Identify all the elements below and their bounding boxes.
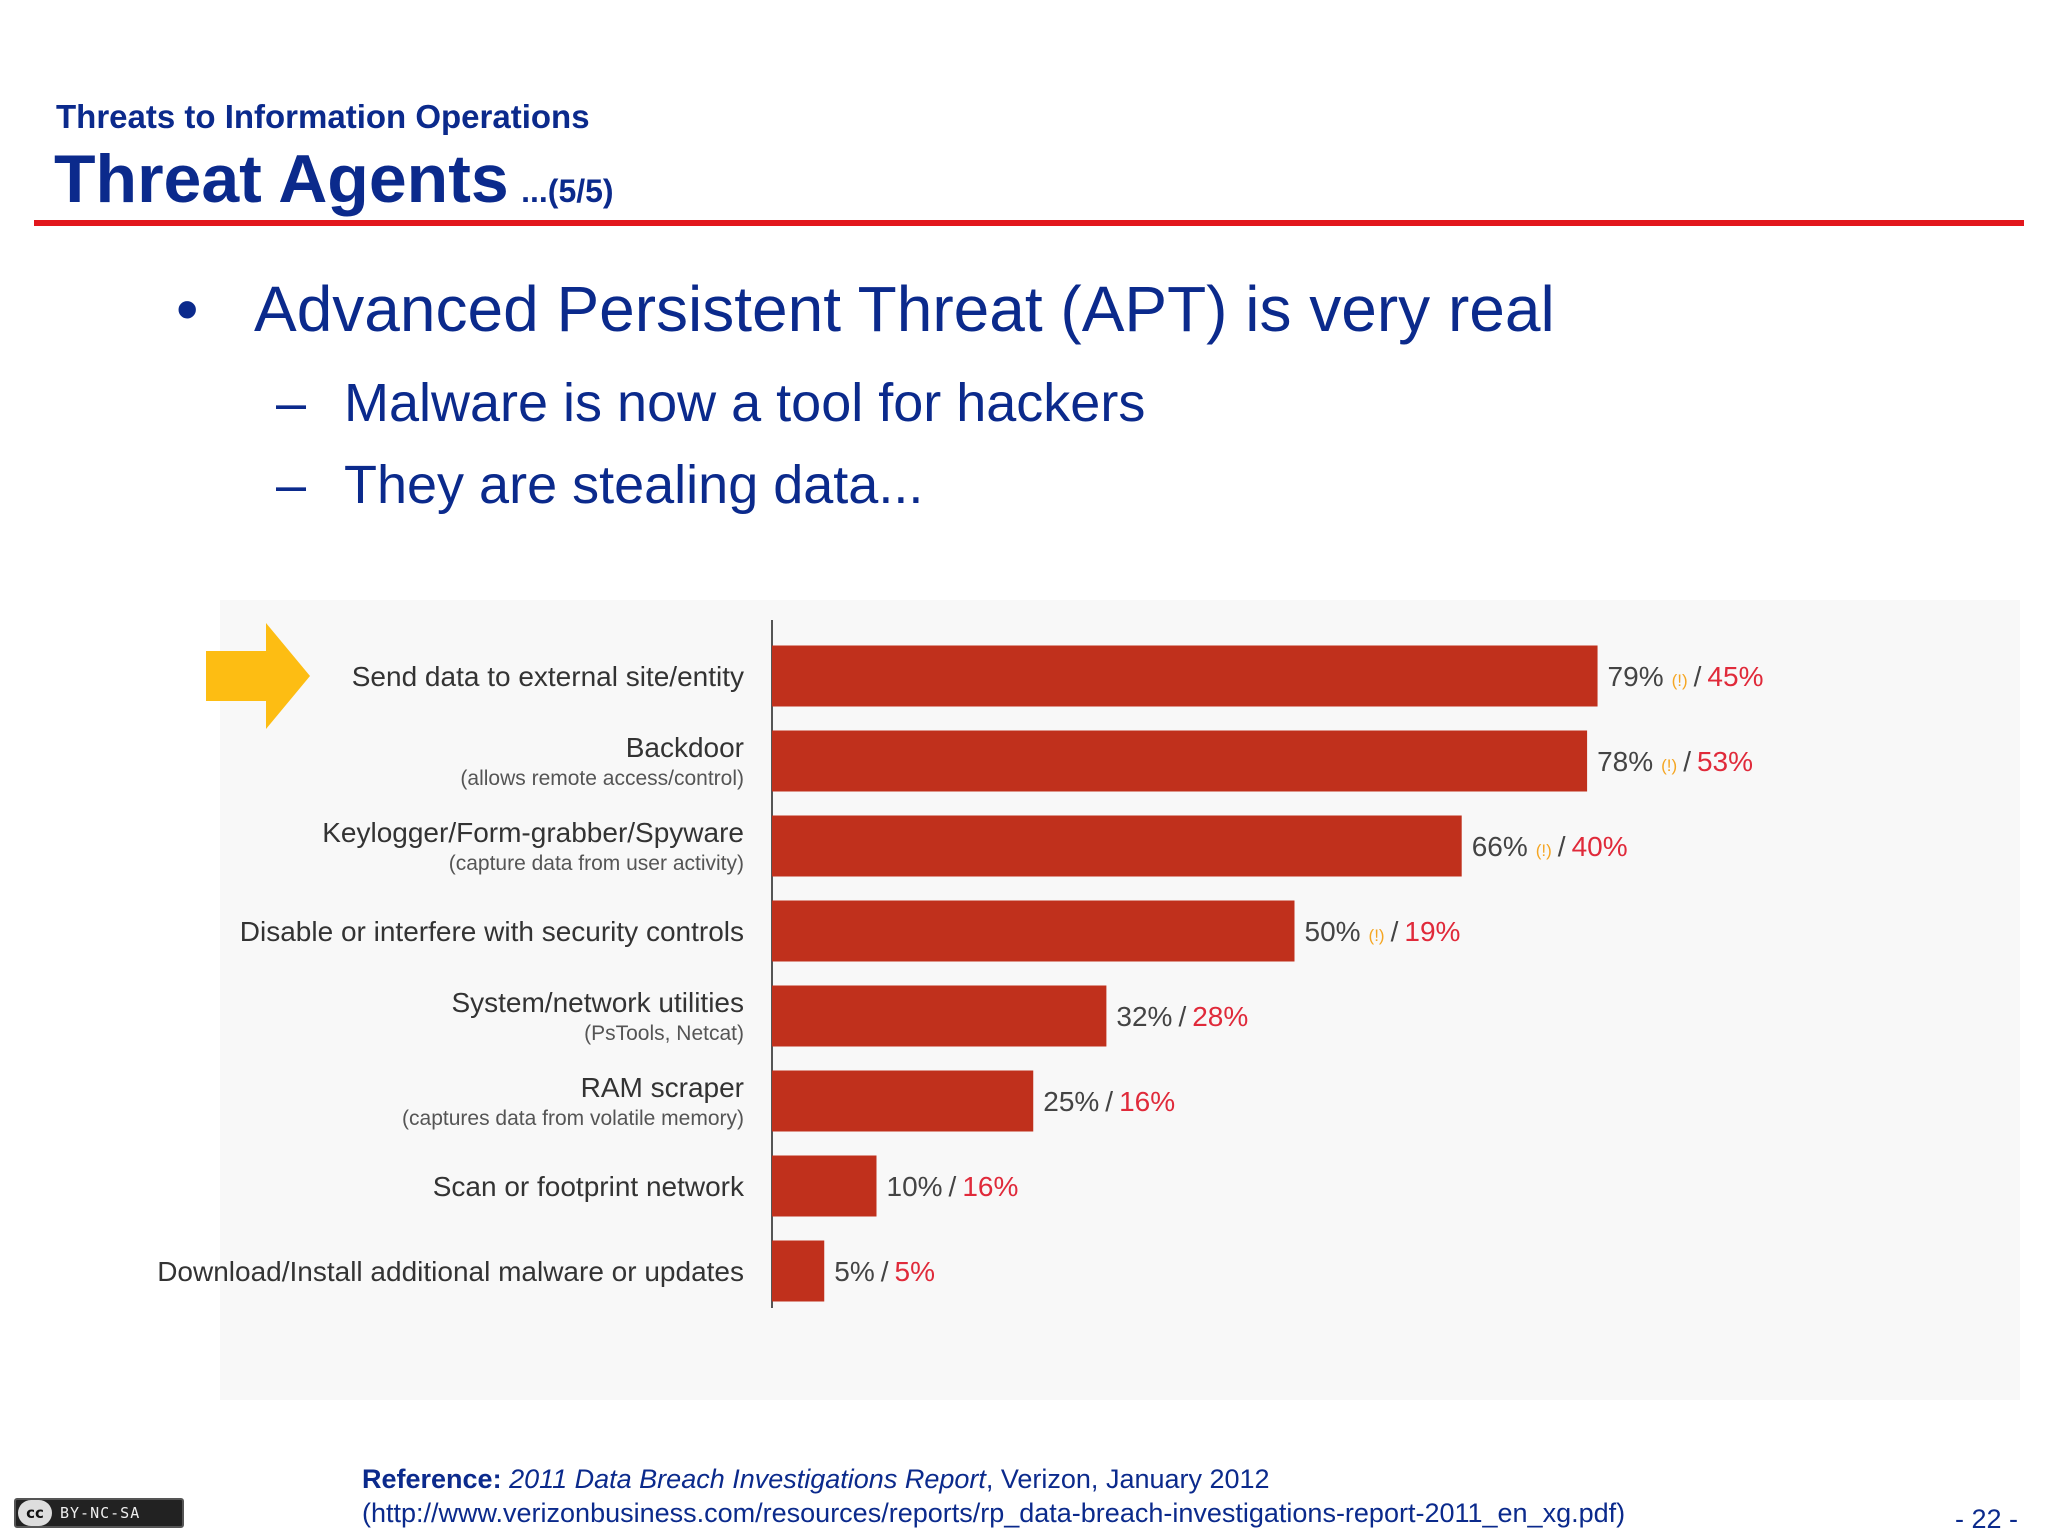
value-separator: /: [1683, 746, 1691, 777]
primary-value: 78%: [1597, 746, 1653, 777]
value-separator: /: [1558, 831, 1566, 862]
bullet-text: Advanced Persistent Threat (APT) is very…: [254, 273, 1555, 345]
slide-supertitle: Threats to Information Operations: [56, 98, 590, 135]
flag-marker: (!): [1672, 671, 1688, 690]
bar-value-label: 25%/16%: [1043, 1086, 1175, 1117]
bullet-marker: •: [176, 273, 199, 345]
footer-reference: Reference: 2011 Data Breach Investigatio…: [362, 1462, 1625, 1530]
chart-bar: [772, 815, 1462, 877]
category-note: (PsTools, Netcat): [584, 1022, 744, 1045]
secondary-value: 5%: [895, 1256, 935, 1287]
slide-title-suffix: ...(5/5): [521, 173, 614, 209]
reference-line: Reference: 2011 Data Breach Investigatio…: [362, 1462, 1625, 1496]
reference-title: 2011 Data Breach Investigations Report: [509, 1464, 986, 1494]
secondary-value: 19%: [1404, 916, 1460, 947]
primary-value: 25%: [1043, 1086, 1099, 1117]
primary-value: 79%: [1608, 661, 1664, 692]
value-separator: /: [949, 1171, 957, 1202]
page-number: - 22 -: [1954, 1504, 2018, 1534]
category-label: RAM scraper: [581, 1072, 744, 1103]
primary-value: 50%: [1305, 916, 1361, 947]
subbullet-text: Malware is now a tool for hackers: [344, 373, 1146, 433]
category-label: Download/Install additional malware or u…: [157, 1256, 744, 1287]
subbullet: – Malware is now a tool for hackers: [276, 372, 1145, 434]
flag-marker: (!): [1536, 841, 1552, 860]
reference-label: Reference:: [362, 1464, 502, 1494]
license-badge: cc BY-NC-SA: [14, 1498, 184, 1528]
reference-url: (http://www.verizonbusiness.com/resource…: [362, 1498, 1626, 1528]
chart-bar: [772, 730, 1588, 792]
chart-bar: [772, 1155, 877, 1217]
bar-value-label: 78% (!) /53%: [1597, 746, 1753, 777]
category-note: (allows remote access/control): [460, 767, 744, 790]
chart-bar: [772, 900, 1295, 962]
secondary-value: 16%: [962, 1171, 1018, 1202]
flag-marker: (!): [1661, 756, 1677, 775]
slide-title: Threat Agents: [54, 141, 509, 217]
value-separator: /: [1694, 661, 1702, 692]
cc-icon: cc: [18, 1500, 52, 1526]
category-label: Disable or interfere with security contr…: [240, 916, 744, 947]
category-label: Send data to external site/entity: [352, 661, 744, 692]
category-note: (captures data from volatile memory): [402, 1107, 744, 1130]
title-divider: [34, 220, 2024, 226]
primary-value: 66%: [1472, 831, 1528, 862]
category-note: (capture data from user activity): [449, 852, 744, 875]
secondary-value: 28%: [1192, 1001, 1248, 1032]
bar-value-label: 66% (!) /40%: [1472, 831, 1628, 862]
value-separator: /: [881, 1256, 889, 1287]
highlight-arrow-icon: [206, 623, 310, 729]
secondary-value: 53%: [1697, 746, 1753, 777]
secondary-value: 40%: [1572, 831, 1628, 862]
value-separator: /: [1105, 1086, 1113, 1117]
category-label: Scan or footprint network: [433, 1171, 745, 1202]
subbullet-marker: –: [276, 455, 307, 515]
bar-value-label: 50% (!) /19%: [1305, 916, 1461, 947]
chart-bar: [772, 985, 1107, 1047]
flag-marker: (!): [1369, 926, 1385, 945]
value-separator: /: [1391, 916, 1399, 947]
chart-bar: [772, 645, 1598, 707]
category-label: Backdoor: [626, 732, 744, 763]
slide-title-row: Threat Agents ...(5/5): [54, 140, 614, 218]
subbullet: – They are stealing data...: [276, 454, 923, 516]
primary-value: 5%: [834, 1256, 874, 1287]
secondary-value: 45%: [1707, 661, 1763, 692]
chart-bar: [772, 1070, 1034, 1132]
chart-bar: [772, 1240, 825, 1302]
category-label: System/network utilities: [451, 987, 744, 1018]
primary-value: 10%: [887, 1171, 943, 1202]
secondary-value: 16%: [1119, 1086, 1175, 1117]
value-separator: /: [1178, 1001, 1186, 1032]
bar-value-label: 5%/5%: [834, 1256, 935, 1287]
category-label: Keylogger/Form-grabber/Spyware: [322, 817, 744, 848]
bar-value-label: 10%/16%: [887, 1171, 1019, 1202]
subbullet-marker: –: [276, 373, 307, 433]
primary-value: 32%: [1116, 1001, 1172, 1032]
bar-value-label: 79% (!) /45%: [1608, 661, 1764, 692]
license-text: BY-NC-SA: [60, 1504, 141, 1522]
reference-details: , Verizon, January 2012: [985, 1464, 1270, 1494]
bar-value-label: 32%/28%: [1116, 1001, 1248, 1032]
subbullet-text: They are stealing data...: [344, 455, 924, 515]
bullet-main: • Advanced Persistent Threat (APT) is ver…: [176, 272, 1555, 346]
